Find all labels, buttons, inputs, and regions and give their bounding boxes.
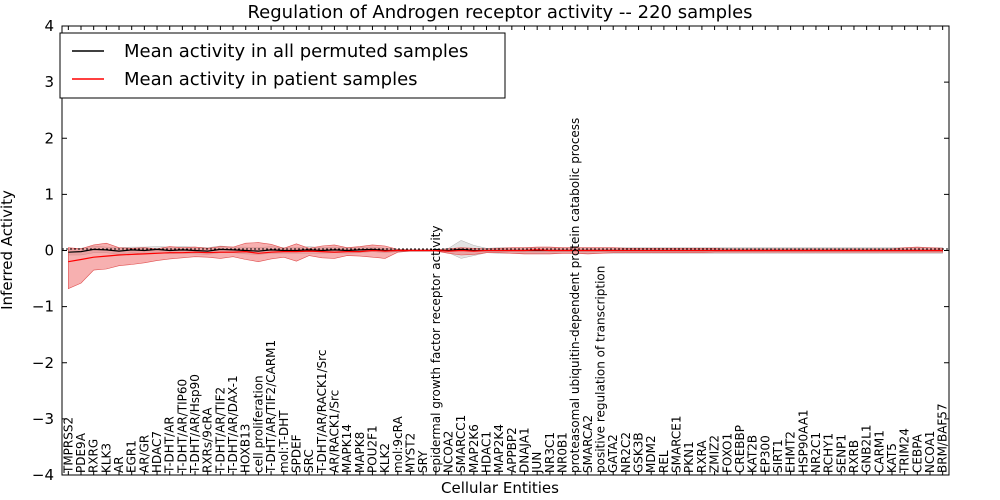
x-tick-label: JUN bbox=[530, 452, 544, 474]
x-tick-label: MDM2 bbox=[644, 435, 658, 473]
x-tick-label: SRC bbox=[302, 449, 316, 473]
x-tick-label: ZMIZ2 bbox=[708, 435, 722, 473]
y-tick-label: −2 bbox=[32, 354, 54, 372]
x-tick-label: T-DHT/AR bbox=[163, 416, 177, 474]
x-tick-label: RXRA bbox=[695, 440, 709, 473]
x-tick-label: NR2C1 bbox=[809, 432, 823, 473]
x-tick-label: NCOA2 bbox=[442, 431, 456, 473]
x-tick-label: KAT2B bbox=[746, 435, 760, 473]
x-tick-label: proteasomal ubiquitin-dependent protein … bbox=[568, 118, 582, 473]
y-tick-label: 2 bbox=[44, 129, 54, 147]
x-tick-label: CEBPA bbox=[910, 433, 924, 473]
x-tick-label: T-DHT/AR/TIF2/CARM1 bbox=[264, 340, 278, 474]
x-tick-label: EGR1 bbox=[125, 440, 139, 473]
x-tick-label: SENP1 bbox=[834, 434, 848, 473]
x-tick-label: GNB2L1 bbox=[860, 425, 874, 473]
x-tick-label: BRM/BAF57 bbox=[936, 403, 950, 473]
y-tick-label: −4 bbox=[32, 466, 54, 484]
y-axis-label: Inferred Activity bbox=[0, 190, 16, 310]
x-tick-label: SIRT1 bbox=[771, 439, 785, 473]
x-tick-label: RXRB bbox=[847, 440, 861, 473]
x-tick-label: T-DHT/AR/TIF2 bbox=[213, 387, 227, 474]
y-tick-label: −3 bbox=[32, 410, 54, 428]
x-tick-label: HOXB13 bbox=[239, 424, 253, 473]
x-axis-label: Cellular Entities bbox=[441, 479, 559, 497]
x-tick-label: GATA2 bbox=[606, 434, 620, 473]
x-tick-label: KLK2 bbox=[378, 443, 392, 473]
y-tick-label: 0 bbox=[44, 242, 54, 260]
x-tick-label: positive regulation of transcription bbox=[594, 266, 608, 473]
x-tick-label: epidermal growth factor receptor activit… bbox=[429, 226, 443, 473]
y-tick-label: 1 bbox=[44, 185, 54, 203]
x-tick-label: AR bbox=[112, 456, 126, 473]
x-tick-label: RXRs/9cRA bbox=[201, 407, 215, 473]
x-tick-label: TRIM24 bbox=[898, 428, 912, 474]
x-tick-label: RXRG bbox=[87, 439, 101, 473]
x-tick-label: MYST2 bbox=[404, 433, 418, 473]
x-tick-label: T-DHT/AR/Hsp90 bbox=[188, 374, 202, 474]
x-tick-label: SMARCE1 bbox=[670, 415, 684, 473]
x-tick-label: FOXO1 bbox=[720, 433, 734, 473]
x-tick-label: AR/RACK1/Src bbox=[327, 390, 341, 473]
x-tick-label: SRY bbox=[416, 450, 430, 473]
x-tick-label: KLK3 bbox=[99, 443, 113, 473]
y-tick-label: −1 bbox=[32, 298, 54, 316]
x-tick-label: SMARCA2 bbox=[581, 415, 595, 473]
legend-box bbox=[59, 32, 506, 99]
x-tick-label: T-DHT/AR/DAX-1 bbox=[226, 375, 240, 474]
x-tick-label: POU2F1 bbox=[365, 425, 379, 473]
x-tick-label: HDAC1 bbox=[480, 431, 494, 473]
series-lines bbox=[68, 248, 943, 263]
x-tick-label: RCHY1 bbox=[822, 433, 836, 473]
x-tick-label: MAP2K4 bbox=[492, 424, 506, 473]
x-tick-label: SMARCC1 bbox=[454, 415, 468, 473]
x-tick-label: APPBP2 bbox=[505, 427, 519, 473]
y-tick-label: 3 bbox=[44, 73, 54, 91]
x-tick-label: T-DHT/AR/RACK1/Src bbox=[315, 350, 329, 474]
y-tick-label: 4 bbox=[44, 17, 54, 35]
x-tick-label: MAPK14 bbox=[340, 424, 354, 473]
x-tick-label: DNAJA1 bbox=[518, 427, 532, 473]
x-tick-label: CREBBP bbox=[733, 425, 747, 473]
x-tick-label: NR0B1 bbox=[556, 432, 570, 473]
x-tick-label: GSK3B bbox=[632, 432, 646, 473]
x-tick-label: mol:T-DHT bbox=[277, 410, 291, 473]
x-tick-label: mol:9cRA bbox=[391, 416, 405, 473]
legend-label-permuted: Mean activity in all permuted samples bbox=[124, 41, 468, 62]
x-tick-label: T-DHT/AR/TIP60 bbox=[175, 379, 189, 474]
legend: Mean activity in all permuted samples Me… bbox=[59, 32, 506, 99]
x-tick-label: PDE9A bbox=[74, 432, 88, 473]
x-tick-label: CARM1 bbox=[872, 430, 886, 473]
x-tick-label: HDAC7 bbox=[150, 431, 164, 473]
x-tick-label: HSP90AA1 bbox=[796, 409, 810, 473]
x-tick-label: AR/GR bbox=[137, 435, 151, 473]
series-line-patient bbox=[68, 249, 943, 263]
x-tick-label: NCOA1 bbox=[923, 431, 937, 473]
x-tick-label: EP300 bbox=[758, 435, 772, 473]
y-axis: 4 3 2 1 0 −1 −2 −3 −4 bbox=[32, 17, 949, 484]
x-tick-label: NR3C1 bbox=[543, 432, 557, 473]
legend-label-patient: Mean activity in patient samples bbox=[124, 69, 418, 90]
x-tick-label: cell proliferation bbox=[251, 375, 265, 473]
x-tick-label: EHMT2 bbox=[784, 431, 798, 473]
x-tick-label: REL bbox=[657, 450, 671, 473]
x-axis: TMPRSS2PDE9ARXRGKLK3AREGR1AR/GRHDAC7T-DH… bbox=[61, 26, 950, 475]
chart-title: Regulation of Androgen receptor activity… bbox=[247, 2, 752, 23]
band-patient bbox=[68, 242, 943, 290]
x-tick-label: SPDEF bbox=[289, 434, 303, 473]
x-tick-label: PKN1 bbox=[682, 441, 696, 473]
x-tick-label: MAP2K6 bbox=[467, 424, 481, 473]
x-tick-label: KAT5 bbox=[885, 443, 899, 473]
confidence-bands bbox=[68, 240, 943, 290]
x-tick-label: NR2C2 bbox=[619, 432, 633, 473]
x-tick-label: TMPRSS2 bbox=[61, 417, 75, 474]
x-tick-label: MAPK8 bbox=[353, 432, 367, 473]
